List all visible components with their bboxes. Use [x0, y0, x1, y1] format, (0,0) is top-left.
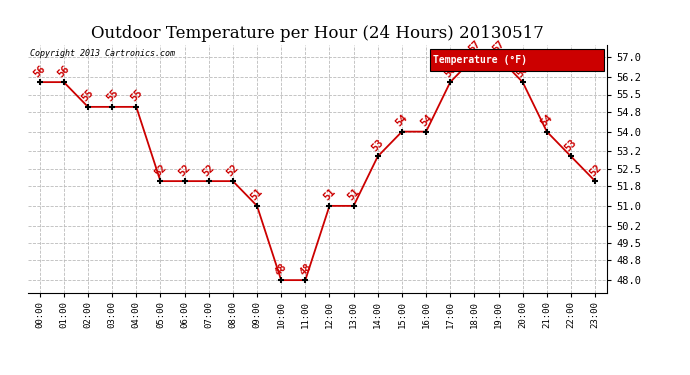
Text: 52: 52	[225, 162, 241, 178]
Text: 51: 51	[346, 187, 362, 203]
Text: 56: 56	[515, 63, 531, 79]
Text: Temperature (°F): Temperature (°F)	[433, 55, 527, 65]
Text: 55: 55	[128, 88, 144, 104]
Text: 48: 48	[297, 261, 313, 277]
Title: Outdoor Temperature per Hour (24 Hours) 20130517: Outdoor Temperature per Hour (24 Hours) …	[91, 25, 544, 42]
Text: 54: 54	[539, 113, 555, 129]
FancyBboxPatch shape	[431, 49, 604, 71]
Text: 53: 53	[370, 138, 386, 153]
Text: 56: 56	[32, 63, 48, 79]
Text: 57: 57	[491, 39, 506, 54]
Text: 55: 55	[80, 88, 96, 104]
Text: 54: 54	[394, 113, 410, 129]
Text: 52: 52	[587, 162, 603, 178]
Text: 51: 51	[249, 187, 265, 203]
Text: Copyright 2013 Cartronics.com: Copyright 2013 Cartronics.com	[30, 49, 175, 58]
Text: 56: 56	[56, 63, 72, 79]
Text: 51: 51	[322, 187, 337, 203]
Text: 53: 53	[563, 138, 579, 153]
Text: 52: 52	[201, 162, 217, 178]
Text: 55: 55	[104, 88, 120, 104]
Text: 57: 57	[466, 39, 482, 54]
Text: 54: 54	[418, 113, 434, 129]
Text: 48: 48	[273, 261, 289, 277]
Text: 52: 52	[177, 162, 193, 178]
Text: 56: 56	[442, 63, 458, 79]
Text: 52: 52	[152, 162, 168, 178]
